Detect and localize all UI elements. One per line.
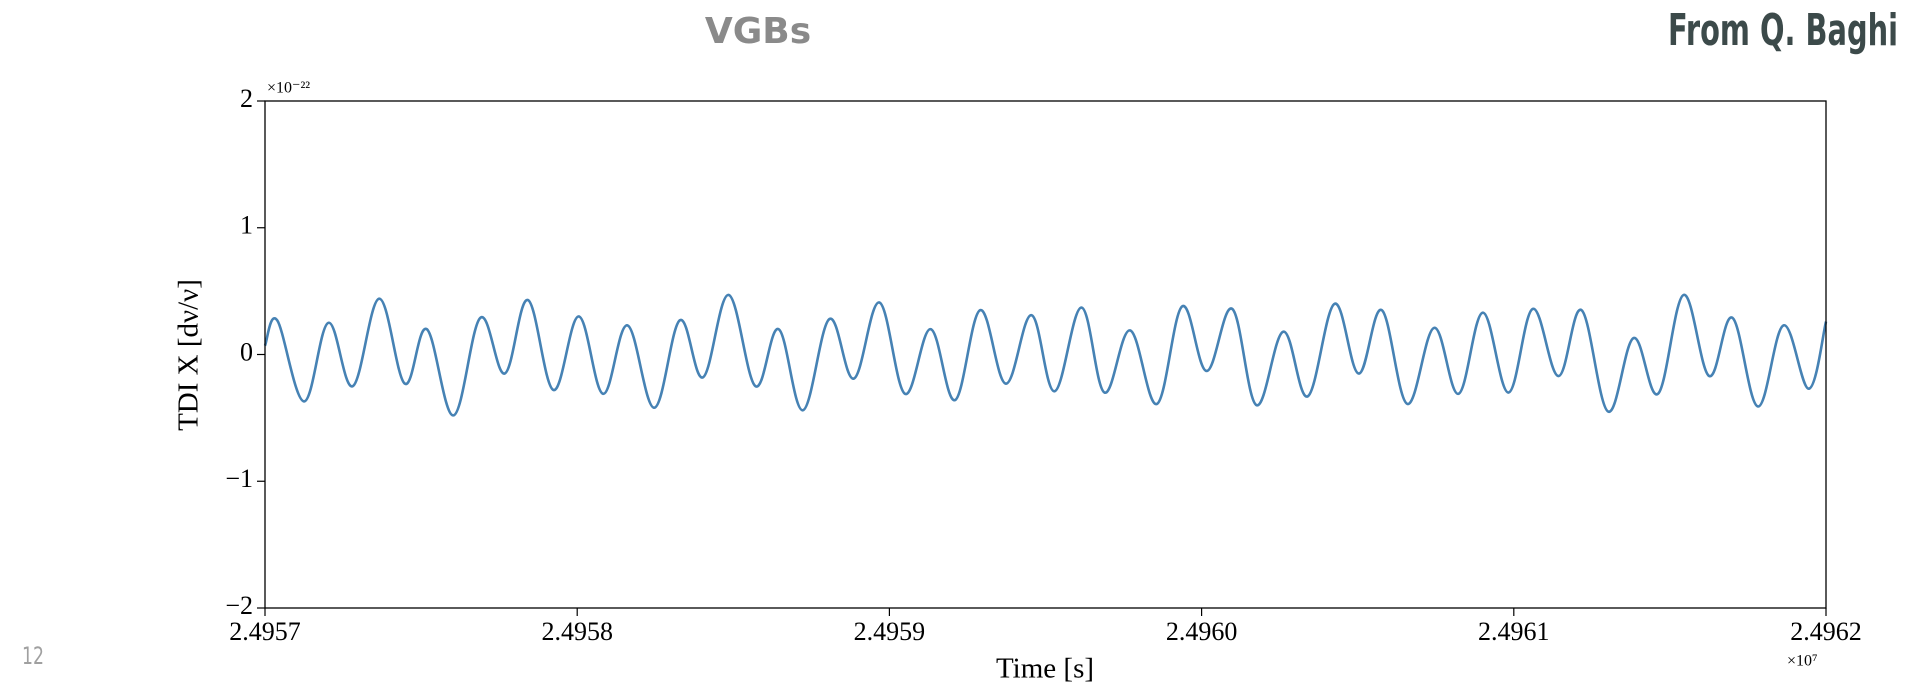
y-tick-label: −2: [225, 591, 253, 620]
y-tick-label: 1: [240, 211, 253, 240]
x-tick-label: 2.4958: [541, 617, 613, 646]
y-tick-label: 2: [240, 84, 253, 113]
y-tick-label: 0: [240, 337, 253, 366]
x-tick-label: 2.4957: [229, 617, 301, 646]
data-line: [263, 293, 1828, 417]
page-number: 12: [22, 642, 44, 670]
x-tick-label: 2.4962: [1790, 617, 1862, 646]
slide-title: VGBs: [705, 11, 811, 52]
plot-frame: [264, 100, 1827, 609]
y-offset-label: ×10⁻²²: [267, 80, 310, 97]
x-tick-label: 2.4959: [854, 617, 926, 646]
y-axis-label: TDI X [dν/ν]: [173, 279, 205, 431]
credit: From Q. Baghi: [1668, 5, 1898, 56]
x-tick-label: 2.4961: [1478, 617, 1550, 646]
y-tick-label: −1: [225, 464, 253, 493]
x-offset-label: ×10⁷: [1787, 653, 1818, 670]
x-axis-label: Time [s]: [996, 653, 1094, 685]
x-tick-label: 2.4960: [1166, 617, 1238, 646]
